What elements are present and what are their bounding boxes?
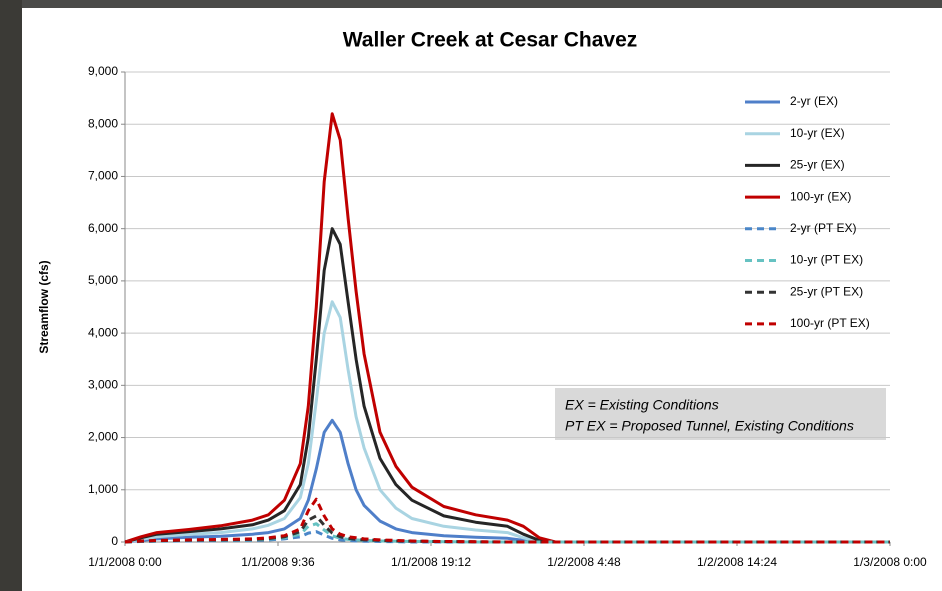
photo-edge [0,0,22,591]
legend-label: 10-yr (EX) [790,126,845,140]
x-tick-label: 1/2/2008 4:48 [547,555,621,569]
legend-label: 100-yr (PT EX) [790,316,870,330]
x-tick-label: 1/1/2008 9:36 [241,555,315,569]
y-tick-label: 3,000 [88,378,118,392]
y-tick-label: 6,000 [88,221,118,235]
y-axis-label: Streamflow (cfs) [37,260,51,353]
legend-label: 25-yr (PT EX) [790,284,863,298]
y-tick-label: 2,000 [88,430,118,444]
y-tick-label: 0 [111,534,118,548]
x-tick-label: 1/3/2008 0:00 [853,555,927,569]
y-tick-label: 7,000 [88,169,118,183]
y-tick-label: 8,000 [88,116,118,130]
annotation: EX = Existing Conditions [565,397,719,413]
chart: Waller Creek at Cesar Chavez Streamflow … [0,0,942,591]
legend-label: 25-yr (EX) [790,158,845,172]
y-tick-label: 4,000 [88,325,118,339]
legend-label: 2-yr (EX) [790,94,838,108]
x-tick-label: 1/1/2008 19:12 [391,555,471,569]
x-tick-label: 1/1/2008 0:00 [88,555,162,569]
chart-title: Waller Creek at Cesar Chavez [343,29,638,52]
y-tick-label: 1,000 [88,482,118,496]
x-tick-label: 1/2/2008 14:24 [697,555,777,569]
annotation: PT EX = Proposed Tunnel, Existing Condit… [565,418,854,434]
legend-label: 100-yr (EX) [790,189,851,203]
legend-label: 2-yr (PT EX) [790,221,856,235]
y-tick-label: 9,000 [88,64,118,78]
page: Waller Creek at Cesar Chavez Streamflow … [0,0,942,591]
legend-label: 10-yr (PT EX) [790,253,863,267]
y-tick-label: 5,000 [88,273,118,287]
